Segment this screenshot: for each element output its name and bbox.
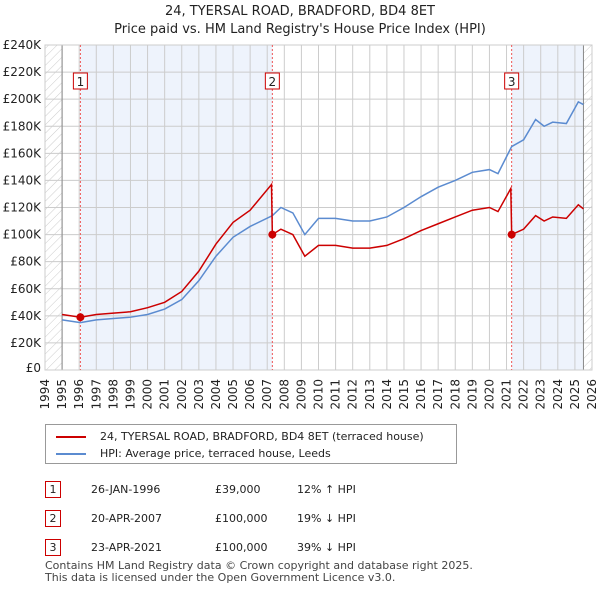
transaction-price: £39,000	[215, 483, 261, 496]
transaction-date: 23-APR-2021	[91, 541, 163, 554]
transaction-date: 20-APR-2007	[91, 512, 163, 525]
legend-swatch-blue	[56, 453, 86, 455]
y-tick-label: £140K	[3, 173, 43, 187]
x-tick-label: 2002	[175, 379, 189, 410]
transaction-price: £100,000	[215, 541, 268, 554]
transaction-number: 1	[45, 481, 61, 498]
y-tick-label: £0	[26, 361, 41, 375]
x-tick-label: 2025	[568, 379, 582, 410]
sale-point	[76, 313, 85, 322]
sale-label-box	[72, 72, 88, 90]
x-tick-label: 2015	[397, 379, 411, 410]
legend-label-property: 24, TYERSAL ROAD, BRADFORD, BD4 8ET (ter…	[100, 430, 424, 443]
transaction-price: £100,000	[215, 512, 268, 525]
chart-subtitle: Price paid vs. HM Land Registry's House …	[114, 22, 486, 37]
legend-label-hpi: HPI: Average price, terraced house, Leed…	[100, 447, 331, 460]
sale-label: 2	[269, 75, 277, 89]
x-tick-label: 2014	[380, 379, 394, 410]
y-tick-label: £240K	[3, 38, 43, 52]
sale-label: 1	[77, 75, 85, 89]
x-tick-label: 2007	[260, 379, 274, 410]
x-tick-label: 2003	[192, 379, 206, 410]
x-tick-label: 2019	[465, 379, 479, 410]
y-tick-label: £200K	[3, 92, 43, 106]
x-tick-label: 2026	[585, 379, 599, 410]
hpi-line	[61, 100, 584, 324]
chart-title: 24, TYERSAL ROAD, BRADFORD, BD4 8ET	[164, 4, 435, 19]
transaction-number: 2	[45, 510, 61, 527]
legend: 24, TYERSAL ROAD, BRADFORD, BD4 8ET (ter…	[45, 424, 457, 464]
y-tick-label: £160K	[3, 146, 43, 160]
price-chart: £0 £20K £40K £60K £80K £100K £120K £140K £160K £1…	[3, 38, 599, 410]
sale-point	[507, 230, 516, 239]
x-tick-label: 2004	[209, 379, 223, 410]
x-tick-label: 2012	[346, 379, 360, 410]
x-tick-label: 2009	[294, 379, 308, 410]
transaction-hpi-diff: 19% ↓ HPI	[297, 512, 356, 525]
legend-swatch-red	[56, 436, 86, 438]
x-tick-label: 2018	[448, 379, 462, 410]
sale-label-box	[504, 72, 520, 90]
x-tick-label: 1997	[89, 379, 103, 410]
x-tick-label: 2016	[414, 379, 428, 410]
y-tick-label: £60K	[10, 282, 42, 296]
y-tick-label: £220K	[3, 65, 43, 79]
x-tick-label: 1994	[38, 379, 52, 410]
x-tick-label: 2022	[517, 379, 531, 410]
x-tick-label: 2017	[431, 379, 445, 410]
x-tick-label: 1998	[106, 379, 120, 410]
y-tick-label: £20K	[10, 336, 42, 350]
x-tick-label: 1995	[55, 379, 69, 410]
sale-point	[268, 230, 277, 239]
y-tick-label: £180K	[3, 119, 43, 133]
x-tick-label: 2010	[312, 379, 326, 410]
x-tick-label: 2000	[141, 379, 155, 410]
transaction-hpi-diff: 39% ↓ HPI	[297, 541, 356, 554]
y-tick-label: £100K	[3, 228, 43, 242]
x-tick-label: 2021	[500, 379, 514, 410]
x-tick-label: 2006	[243, 379, 257, 410]
x-tick-label: 2020	[482, 379, 496, 410]
x-tick-label: 1999	[123, 379, 137, 410]
y-tick-label: £40K	[10, 309, 42, 323]
y-tick-label: £120K	[3, 201, 43, 215]
x-tick-label: 1996	[72, 379, 86, 410]
x-tick-label: 2013	[363, 379, 377, 410]
x-tick-label: 2005	[226, 379, 240, 410]
x-tick-label: 2001	[158, 379, 172, 410]
sale-label: 3	[508, 75, 516, 89]
y-tick-label: £80K	[10, 255, 42, 269]
property-price-line	[61, 182, 584, 318]
sale-label-box	[264, 72, 280, 90]
transaction-hpi-diff: 12% ↑ HPI	[297, 483, 356, 496]
transaction-date: 26-JAN-1996	[91, 483, 161, 496]
x-tick-label: 2024	[551, 379, 565, 410]
x-tick-label: 2008	[277, 379, 291, 410]
footer-copyright: Contains HM Land Registry data © Crown c…	[45, 559, 473, 572]
transaction-number: 3	[45, 539, 61, 556]
x-tick-label: 2023	[534, 379, 548, 410]
plot-border	[44, 44, 593, 371]
footer-licence: This data is licensed under the Open Gov…	[45, 571, 396, 584]
x-tick-label: 2011	[329, 379, 343, 410]
